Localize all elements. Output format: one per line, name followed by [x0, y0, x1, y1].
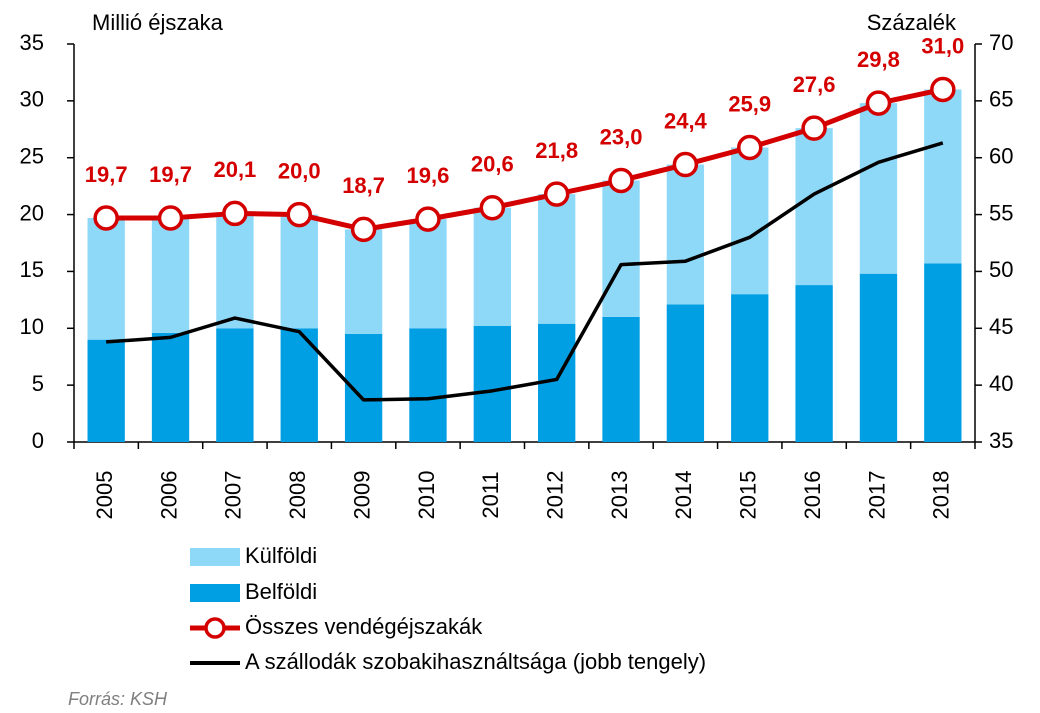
bar — [666, 304, 705, 442]
y2-tick-label: 65 — [989, 87, 1013, 112]
marker — [865, 90, 892, 116]
x-tick-label: 2017 — [864, 471, 889, 520]
legend-label: Belföldi — [245, 579, 317, 604]
y-tick-label: 0 — [32, 428, 44, 453]
x-tick-label: 2014 — [671, 471, 696, 520]
x-tick-label: 2015 — [736, 471, 761, 520]
legend-label: A szállodák szobakihasználtsága (jobb te… — [245, 649, 706, 674]
y-tick-label: 10 — [20, 314, 44, 339]
data-label: 27,6 — [793, 72, 836, 97]
x-tick-label: 2008 — [285, 471, 310, 520]
x-tick-label: 2013 — [607, 471, 632, 520]
bar — [280, 214, 318, 329]
y2-tick-label: 55 — [989, 200, 1013, 225]
marker — [930, 76, 956, 103]
legend-marker — [204, 617, 226, 639]
marker — [286, 201, 312, 228]
data-label: 24,4 — [664, 108, 708, 133]
data-label: 19,6 — [407, 163, 450, 188]
bar — [216, 213, 254, 329]
legend-label: Külföldi — [245, 543, 317, 568]
legend-swatch — [190, 584, 240, 602]
y2-axis-title: Százalék — [867, 10, 957, 35]
bar — [731, 147, 769, 295]
bar — [216, 328, 254, 442]
bar — [151, 332, 190, 442]
bar — [795, 285, 833, 442]
marker — [93, 205, 119, 231]
marker — [479, 194, 506, 221]
data-label: 20,0 — [278, 158, 321, 183]
bar — [602, 316, 640, 442]
marker — [222, 200, 248, 227]
data-label: 20,1 — [213, 157, 256, 182]
bar — [409, 219, 447, 329]
y-tick-label: 5 — [32, 371, 44, 396]
x-tick-label: 2016 — [800, 471, 825, 520]
data-label: 19,7 — [149, 162, 192, 187]
x-tick-label: 2009 — [349, 471, 374, 520]
bar — [859, 273, 898, 442]
line-series — [106, 141, 944, 402]
marker — [157, 205, 184, 231]
legend-label: Összes vendégéjszakák — [245, 614, 483, 639]
bar — [409, 328, 447, 442]
marker — [350, 216, 377, 243]
y-tick-label: 15 — [20, 257, 44, 282]
y2-tick-label: 45 — [989, 314, 1013, 339]
data-label: 25,9 — [728, 91, 771, 116]
data-label: 23,0 — [600, 124, 643, 149]
marker — [543, 181, 570, 207]
bar — [87, 217, 125, 340]
marker — [415, 206, 441, 232]
x-tick-label: 2010 — [414, 471, 439, 520]
x-tick-label: 2007 — [221, 471, 246, 520]
bar — [666, 164, 705, 305]
y-tick-label: 30 — [20, 87, 44, 112]
bar — [859, 103, 898, 274]
x-tick-label: 2012 — [542, 471, 567, 520]
marker — [672, 151, 699, 178]
y2-tick-label: 70 — [989, 30, 1013, 55]
bar — [731, 294, 769, 442]
source: Forrás: KSH — [68, 689, 168, 709]
bar — [473, 207, 511, 327]
bar — [795, 128, 833, 286]
y-tick-label: 20 — [20, 200, 44, 225]
y2-tick-label: 40 — [989, 371, 1013, 396]
x-tick-label: 2005 — [92, 471, 117, 520]
data-label: 19,7 — [85, 162, 128, 187]
bar — [924, 89, 962, 264]
bar — [924, 263, 962, 442]
x-tick-label: 2011 — [478, 471, 503, 518]
data-label: 21,8 — [535, 138, 578, 163]
y2-tick-label: 35 — [989, 428, 1013, 453]
bar — [473, 326, 511, 442]
x-tick-label: 2006 — [156, 471, 181, 520]
data-label: 18,7 — [342, 173, 385, 198]
y-tick-label: 35 — [20, 30, 44, 55]
legend-swatch — [190, 548, 240, 566]
data-label: 29,8 — [857, 47, 900, 72]
y2-tick-label: 50 — [989, 257, 1013, 282]
y2-tick-label: 60 — [989, 144, 1013, 169]
bar — [602, 180, 640, 317]
bar — [344, 229, 383, 334]
bar — [538, 194, 576, 324]
y-tick-label: 25 — [20, 144, 44, 169]
marker — [737, 134, 763, 161]
data-label: 20,6 — [471, 152, 514, 177]
x-tick-label: 2018 — [929, 471, 954, 520]
data-label: 31,0 — [921, 33, 964, 58]
bar — [87, 339, 125, 442]
bar — [151, 217, 190, 333]
y-axis-title: Millió éjszaka — [92, 10, 224, 35]
marker — [801, 115, 827, 141]
marker — [608, 167, 634, 194]
